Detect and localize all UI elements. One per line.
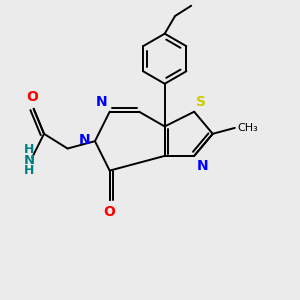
Text: H: H bbox=[24, 164, 34, 177]
Text: N: N bbox=[24, 154, 35, 167]
Text: N: N bbox=[96, 95, 107, 110]
Text: H: H bbox=[24, 143, 34, 157]
Text: N: N bbox=[197, 159, 209, 173]
Text: S: S bbox=[196, 95, 206, 109]
Text: O: O bbox=[104, 206, 116, 219]
Text: CH₃: CH₃ bbox=[237, 123, 258, 133]
Text: N: N bbox=[79, 133, 91, 147]
Text: O: O bbox=[26, 90, 38, 104]
